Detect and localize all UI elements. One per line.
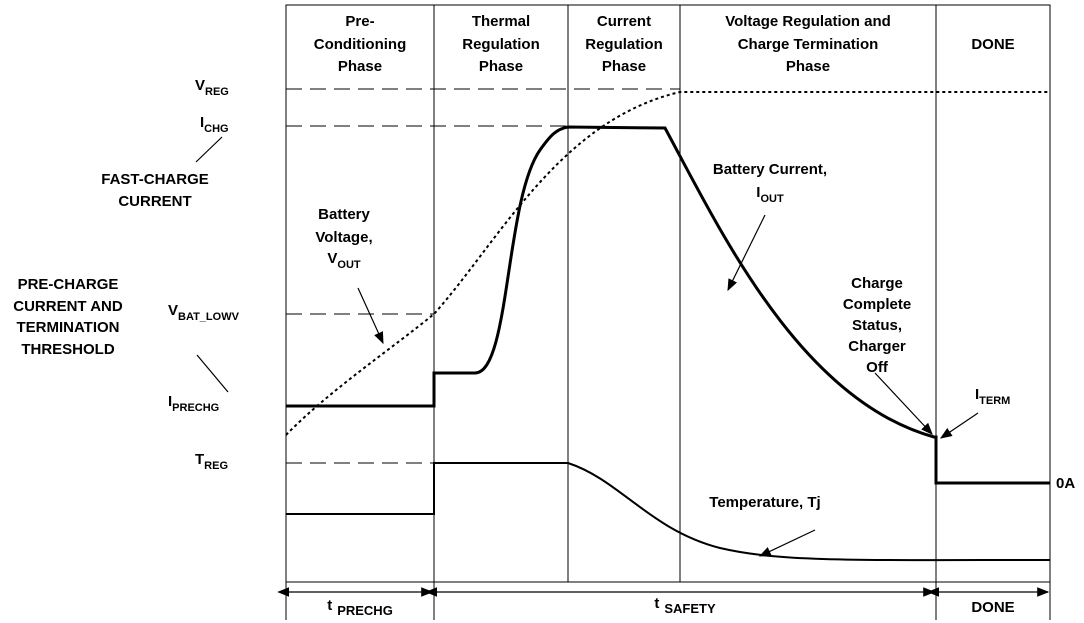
note: FAST-CHARGE	[101, 171, 209, 188]
note: VOUT	[327, 250, 361, 271]
phase-label: Voltage Regulation and	[725, 13, 891, 30]
subscript: PRECHG	[172, 402, 219, 414]
leader-lines	[195, 136, 979, 557]
battery-voltage-curve	[285, 91, 1050, 436]
symbol: I	[756, 184, 760, 201]
level-label: VREG	[195, 77, 229, 98]
symbol: I	[975, 386, 979, 403]
note: Battery Current,	[713, 161, 827, 178]
phase-label: Phase	[479, 58, 523, 75]
phase-label: DONE	[971, 36, 1014, 53]
note: Off	[866, 359, 889, 376]
symbol: I	[168, 393, 172, 410]
frame	[285, 4, 1051, 620]
symbol: V	[195, 77, 205, 94]
note: Voltage,	[315, 229, 372, 246]
subscript: OUT	[760, 193, 784, 205]
phase-label: Regulation	[585, 36, 663, 53]
battery-current-curve	[286, 125, 1050, 485]
subscript: PRECHG	[337, 603, 393, 618]
symbol: V	[327, 250, 337, 267]
subscript: REG	[204, 460, 228, 472]
phase-headings: Pre- Conditioning Phase Thermal Regulati…	[314, 13, 1015, 75]
phase-label: Phase	[338, 58, 382, 75]
level-label: VBAT_LOWV	[168, 302, 240, 323]
temperature-curve	[286, 462, 1051, 562]
note: Status,	[852, 317, 902, 334]
phase-label: Phase	[602, 58, 646, 75]
reference-lines	[286, 88, 680, 464]
note: CURRENT	[118, 193, 191, 210]
subscript: TERM	[979, 395, 1010, 407]
phase-label: Conditioning	[314, 36, 406, 53]
phase-label: Regulation	[462, 36, 540, 53]
note: IOUT	[756, 184, 784, 205]
phase-label: Phase	[786, 58, 830, 75]
phase-label: Current	[597, 13, 651, 30]
note: THRESHOLD	[21, 341, 115, 358]
symbol: V	[168, 302, 178, 319]
phase-label: Pre-	[345, 13, 374, 30]
symbol: t	[654, 595, 659, 612]
symbol: T	[195, 451, 204, 468]
level-label: ITERM	[975, 386, 1010, 407]
subscript: CHG	[204, 123, 228, 135]
timer-label: DONE	[971, 599, 1014, 616]
note: Temperature, Tj	[709, 494, 820, 511]
level-label: IPRECHG	[168, 393, 219, 414]
phase-label: Thermal	[472, 13, 530, 30]
symbol: I	[200, 114, 204, 131]
subscript: SAFETY	[664, 601, 716, 616]
subscript: REG	[205, 86, 229, 98]
note: Charge	[851, 275, 903, 292]
level-label: 0A	[1056, 475, 1075, 492]
note: Battery	[318, 206, 370, 223]
level-label: TREG	[195, 451, 228, 472]
note: CURRENT AND	[13, 298, 123, 315]
subscript: BAT_LOWV	[178, 311, 240, 323]
timer-label: t PRECHG	[327, 597, 393, 618]
subscript: OUT	[337, 259, 361, 271]
note: TERMINATION	[16, 319, 119, 336]
note: PRE-CHARGE	[18, 276, 119, 293]
note: Complete	[843, 296, 911, 313]
phase-label: Charge Termination	[738, 36, 879, 53]
timer-label: t SAFETY	[654, 595, 716, 616]
symbol: t	[327, 597, 332, 614]
level-label: ICHG	[200, 114, 229, 135]
note: Charger	[848, 338, 906, 355]
